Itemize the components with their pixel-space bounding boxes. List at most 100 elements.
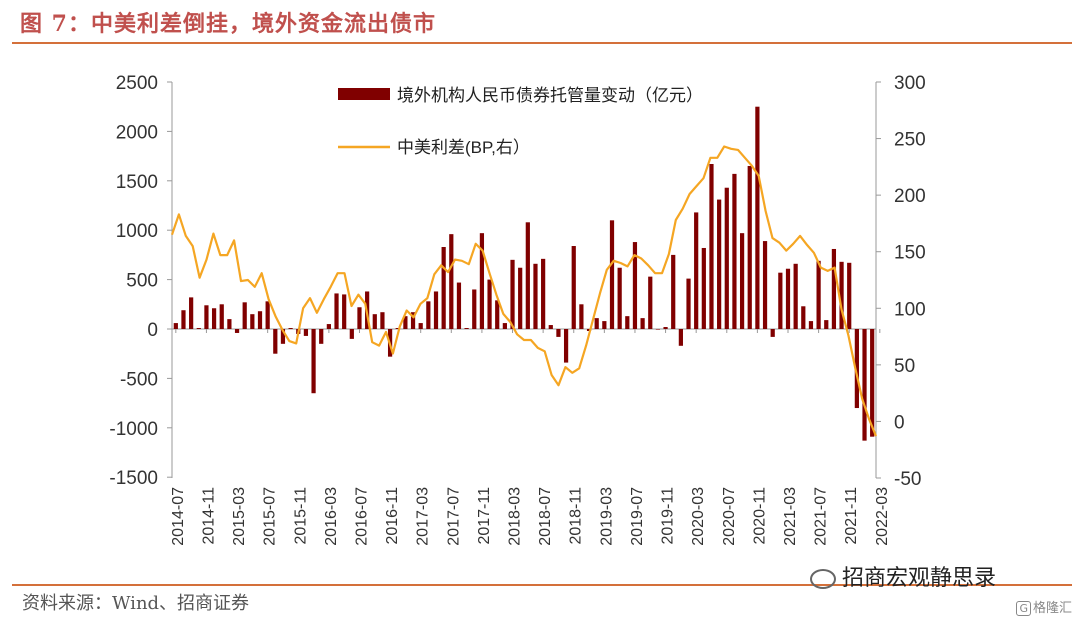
bar: [257, 311, 263, 329]
bar-series: [173, 106, 875, 441]
x-tick-label: 2020-07: [721, 487, 738, 546]
bar: [211, 308, 217, 329]
bar: [303, 329, 309, 336]
bar: [479, 233, 485, 329]
bar: [349, 329, 354, 339]
right-tick-label: 300: [894, 73, 926, 94]
x-tick-label: 2016-03: [323, 487, 340, 546]
bar: [181, 310, 186, 329]
bar: [694, 212, 699, 329]
bar: [342, 294, 347, 329]
watermark-text: 招商宏观静思录: [842, 566, 997, 591]
x-tick-label: 2019-03: [598, 487, 615, 546]
bar: [732, 173, 737, 329]
bar: [273, 329, 278, 354]
footer-divider: [12, 584, 1072, 586]
bar: [380, 312, 385, 329]
x-tick-label: 2017-11: [476, 487, 493, 545]
bar: [617, 267, 622, 329]
bar: [357, 307, 362, 329]
x-tick-label: 2019-07: [629, 487, 646, 546]
bar: [234, 329, 240, 333]
bar: [678, 329, 683, 346]
spread-line: [170, 145, 878, 437]
x-tick-label: 2020-03: [690, 487, 707, 546]
bar: [762, 241, 768, 329]
x-tick-label: 2017-03: [415, 487, 432, 546]
right-tick-label: 250: [894, 130, 926, 151]
x-tick-label: 2021-07: [813, 487, 830, 546]
bar: [778, 272, 783, 329]
bar: [510, 259, 515, 329]
bar: [518, 267, 523, 329]
bar: [189, 297, 194, 329]
bar: [326, 324, 331, 329]
bar: [655, 329, 661, 330]
bar: [495, 300, 500, 329]
legend-line-label: 中美利差(BP,右）: [397, 138, 530, 157]
bar: [173, 323, 178, 329]
chart: -1500-1000-50005001000150020002500-50050…: [109, 73, 925, 546]
brand-icon: G: [1016, 601, 1031, 616]
bar: [816, 260, 821, 329]
bar: [579, 304, 584, 329]
bar: [854, 329, 859, 409]
left-tick-label: 2000: [116, 122, 158, 143]
legend: 境外机构人民币债券托管量变动（亿元） 中美利差(BP,右）: [338, 86, 703, 157]
bar: [433, 291, 439, 329]
right-tick-label: 200: [894, 186, 926, 207]
bar: [625, 316, 630, 329]
left-tick-label: 1000: [116, 221, 158, 242]
bar: [717, 199, 722, 329]
bar: [609, 220, 615, 329]
x-tick-label: 2019-11: [660, 487, 677, 545]
x-tick-label: 2015-03: [231, 487, 248, 546]
bar: [839, 261, 844, 329]
left-tick-label: 0: [147, 320, 158, 341]
left-tick-label: -1500: [109, 468, 158, 489]
x-tick-label: 2020-11: [751, 487, 768, 545]
bar: [709, 164, 714, 329]
bar: [319, 329, 324, 344]
legend-bar-label: 境外机构人民币债券托管量变动（亿元）: [397, 86, 703, 105]
bar: [227, 319, 232, 329]
brand-text: 格隆汇: [1032, 601, 1072, 616]
bar: [793, 263, 798, 329]
bar: [663, 327, 668, 329]
left-tick-label: -500: [120, 369, 158, 390]
bar: [472, 289, 477, 329]
left-tick-label: -1000: [109, 419, 158, 440]
bar: [632, 242, 638, 329]
bar: [502, 323, 507, 329]
right-tick-label: 150: [894, 243, 926, 264]
x-tick-label: 2018-03: [507, 487, 524, 546]
bar: [456, 282, 462, 329]
x-tick-label: 2018-11: [568, 487, 585, 545]
bar: [441, 247, 446, 329]
bar: [556, 329, 561, 337]
bar: [426, 301, 431, 329]
bar: [686, 278, 691, 329]
bar: [548, 325, 553, 329]
axes: -1500-1000-50005001000150020002500-50050…: [109, 73, 925, 546]
bar: [739, 233, 745, 329]
bar: [265, 301, 270, 329]
figure-title: 图 7：中美利差倒挂，境外资金流出债市: [20, 11, 436, 37]
x-tick-label: 2018-07: [537, 487, 554, 546]
bar: [395, 328, 400, 329]
watermark: 招商宏观静思录: [810, 560, 996, 592]
bar: [410, 312, 416, 329]
bar: [831, 248, 837, 329]
bar: [541, 258, 546, 329]
right-tick-label: -50: [894, 469, 921, 490]
bar: [372, 314, 377, 329]
x-tick-label: 2016-11: [384, 487, 401, 545]
title-divider: [12, 42, 1072, 44]
x-tick-label: 2016-07: [353, 487, 370, 546]
x-tick-label: 2015-11: [292, 487, 309, 545]
bar: [487, 279, 492, 329]
left-tick-label: 500: [126, 271, 158, 292]
bar: [464, 328, 469, 329]
bar: [288, 328, 293, 329]
bar: [701, 247, 706, 329]
